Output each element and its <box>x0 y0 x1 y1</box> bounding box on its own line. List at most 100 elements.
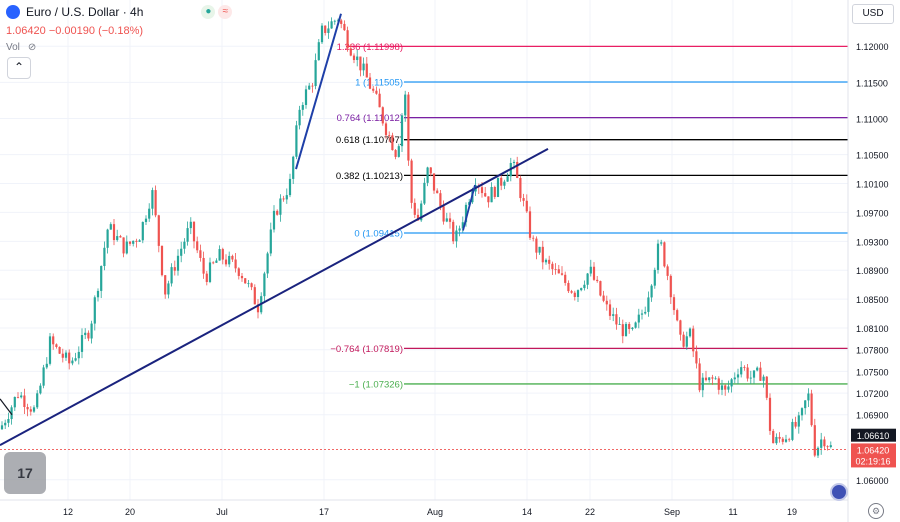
candle-body <box>372 88 375 91</box>
candle-body <box>0 425 4 430</box>
candle-body <box>20 395 23 398</box>
candle-body <box>384 123 388 136</box>
candle-body <box>695 351 698 364</box>
collapse-legend-button[interactable]: ⌃ <box>7 57 31 79</box>
price-tick-label: 1.06900 <box>856 411 889 421</box>
current-price-label: 1.06420 <box>857 445 890 455</box>
candle-body <box>74 358 77 361</box>
fib-level-label: 0.764 (1.11012) <box>337 113 403 124</box>
candle-body <box>285 195 288 200</box>
trendline-rally <box>295 13 342 170</box>
candle-body <box>829 445 832 448</box>
wave-icon[interactable]: ≈ <box>218 5 233 19</box>
candle-body <box>368 77 372 89</box>
candle-body <box>666 266 669 276</box>
candle-body <box>772 430 775 444</box>
candle-body <box>170 267 173 284</box>
candle-body <box>685 336 688 347</box>
candle-body <box>317 42 320 61</box>
candle-body <box>778 436 781 439</box>
candle-body <box>64 352 68 358</box>
market-open-icon[interactable]: ● <box>201 5 216 19</box>
candle-body <box>378 93 381 108</box>
candle-body <box>580 288 583 291</box>
price-tick-label: 1.07800 <box>856 346 889 356</box>
candle-body <box>138 240 141 242</box>
candle-body <box>554 269 557 270</box>
fib-level-label: 1 (1.11505) <box>355 78 403 89</box>
candle-body <box>116 236 119 241</box>
globe-icon[interactable] <box>830 483 848 501</box>
candle-body <box>660 242 663 244</box>
candle-body <box>52 336 55 345</box>
candle-body <box>800 408 804 416</box>
candle-body <box>103 247 106 267</box>
candle-body <box>775 436 778 444</box>
candle-body <box>253 287 256 305</box>
candle-body <box>247 283 250 285</box>
candle-body <box>292 156 295 179</box>
price-change: −0.00190 (−0.18%) <box>48 25 144 37</box>
tradingview-logo[interactable]: 17 <box>4 452 46 494</box>
time-tick-label: 14 <box>522 507 532 517</box>
candle-body <box>154 190 157 216</box>
currency-selector[interactable]: USD <box>852 4 894 24</box>
candle-body <box>173 267 176 271</box>
gear-icon[interactable]: ⚙ <box>868 503 884 519</box>
candle-body <box>439 193 442 207</box>
price-tick-label: 1.08900 <box>856 266 889 276</box>
candle-body <box>644 311 647 314</box>
candle-body <box>701 377 704 391</box>
candle-body <box>656 243 660 270</box>
countdown-label: 02:19:16 <box>855 456 890 466</box>
candle-body <box>797 415 800 427</box>
candle-body <box>256 304 260 313</box>
time-tick-label: 19 <box>787 507 797 517</box>
candle-body <box>272 210 276 230</box>
symbol-title[interactable]: Euro / U.S. Dollar · 4h <box>26 5 144 19</box>
candle-body <box>576 290 580 298</box>
candle-body <box>96 290 100 298</box>
candle-body <box>388 135 391 136</box>
candle-body <box>756 367 759 371</box>
candle-body <box>503 181 506 186</box>
candle-body <box>112 224 116 241</box>
candle-body <box>400 115 404 147</box>
candle-body <box>791 421 794 440</box>
candle-body <box>144 218 148 223</box>
price-tick-label: 1.07200 <box>856 389 889 399</box>
candle-body <box>583 284 586 289</box>
trendlines <box>0 13 549 446</box>
candle-body <box>148 208 151 219</box>
candle-body <box>544 259 548 263</box>
candle-body <box>487 196 490 203</box>
candle-body <box>496 177 500 197</box>
candle-body <box>749 377 752 379</box>
fib-level-label: 0.382 (1.10213) <box>336 171 403 182</box>
fib-level-label: −0.764 (1.07819) <box>330 344 403 355</box>
candle-body <box>420 203 423 221</box>
candle-body <box>221 249 224 260</box>
candle-body <box>279 198 282 215</box>
candle-body <box>135 240 138 242</box>
candle-body <box>810 393 813 426</box>
candle-body <box>231 255 234 260</box>
time-tick-label: Jul <box>216 507 228 517</box>
candle-body <box>42 367 45 386</box>
euro-flag-icon <box>6 5 20 19</box>
candle-body <box>128 241 132 244</box>
candle-body <box>87 332 90 339</box>
eye-hidden-icon[interactable]: ⊘ <box>27 42 37 53</box>
candle-body <box>711 377 714 379</box>
candle-body <box>804 400 807 409</box>
candle-body <box>519 178 522 199</box>
candle-body <box>484 193 487 197</box>
candle-body <box>282 198 285 200</box>
candle-body <box>784 439 788 442</box>
candle-body <box>212 262 215 264</box>
candle-body <box>237 268 240 276</box>
prev-price-label: 1.06610 <box>857 431 890 441</box>
candle-body <box>394 150 397 157</box>
candle-body <box>80 335 84 352</box>
